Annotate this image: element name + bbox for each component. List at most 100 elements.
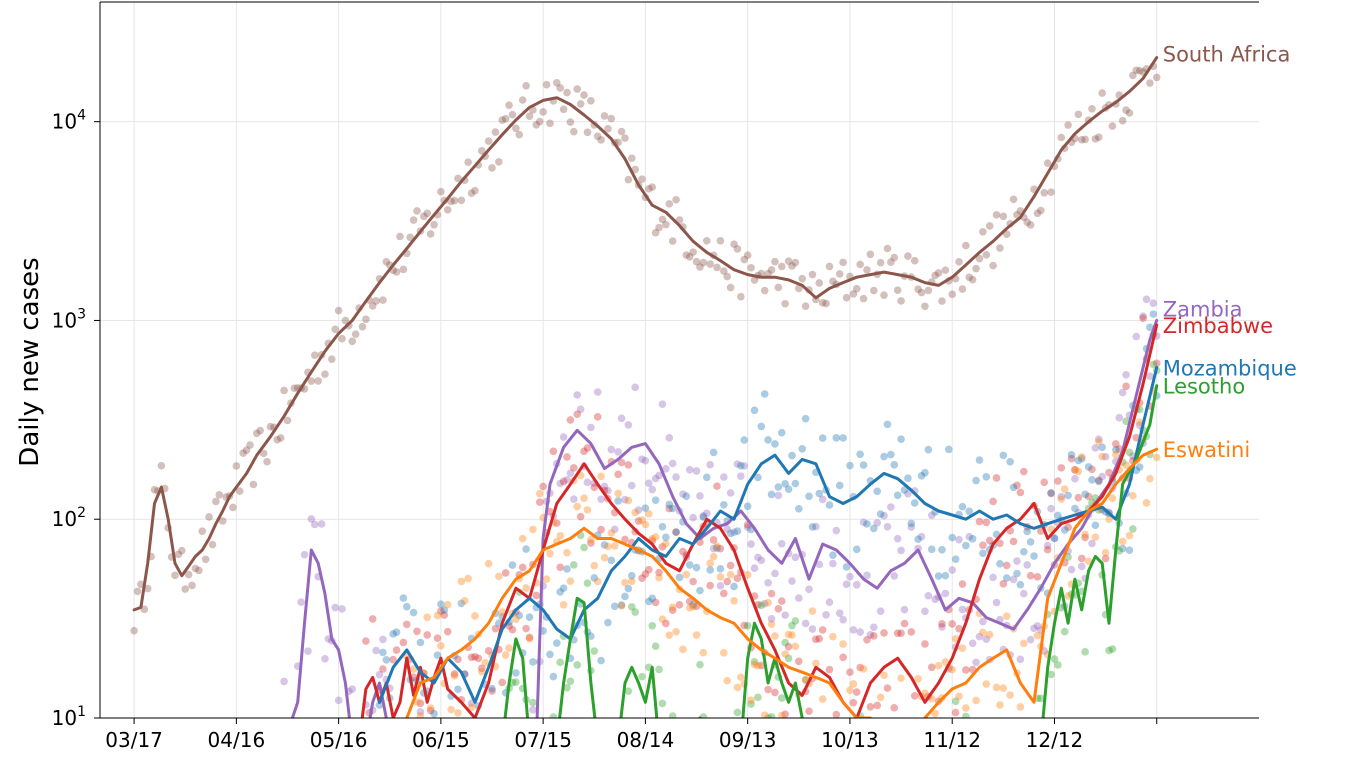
data-point [685, 252, 694, 261]
data-point [706, 566, 714, 574]
data-point [740, 462, 749, 470]
data-point [730, 597, 738, 605]
data-point [931, 271, 939, 280]
data-point [621, 592, 629, 601]
data-point [750, 660, 759, 669]
data-point [570, 561, 578, 569]
data-point [856, 663, 864, 672]
data-point [856, 260, 864, 269]
data-point [1135, 463, 1144, 471]
data-point [689, 577, 697, 586]
data-point [941, 589, 950, 598]
data-point [501, 114, 510, 123]
data-point [399, 594, 408, 602]
data-point [600, 541, 609, 549]
data-point [788, 621, 796, 630]
data-point [235, 487, 244, 495]
data-point [1002, 612, 1011, 621]
data-point [726, 529, 735, 538]
data-point [297, 598, 305, 606]
data-point [927, 511, 936, 520]
data-point [529, 698, 537, 707]
data-point [389, 655, 397, 664]
data-point [505, 101, 513, 109]
x-tick-label: 11/12 [923, 728, 981, 752]
data-point [447, 705, 455, 714]
data-point [1146, 372, 1154, 381]
data-point [992, 683, 1001, 692]
data-point [699, 258, 708, 267]
data-point [624, 175, 633, 184]
data-point [1132, 332, 1141, 341]
data-point [1094, 133, 1103, 142]
scatter-layer [130, 62, 1161, 718]
data-point [433, 611, 442, 620]
data-point [587, 539, 595, 547]
data-point [641, 456, 650, 465]
data-point [607, 114, 616, 123]
data-point [897, 674, 905, 682]
data-point [866, 631, 875, 639]
data-point [1084, 557, 1093, 566]
data-point [985, 536, 994, 545]
data-point [743, 502, 752, 511]
data-point [1098, 472, 1106, 481]
data-point [300, 550, 309, 559]
data-point [999, 451, 1008, 460]
data-point [597, 472, 605, 481]
data-point [508, 625, 517, 634]
data-point [593, 132, 602, 141]
data-point [556, 84, 564, 92]
data-point [835, 270, 844, 278]
data-point [870, 623, 878, 632]
data-point [757, 661, 766, 670]
data-point [893, 286, 902, 295]
data-point [825, 665, 834, 674]
data-point [617, 601, 626, 609]
data-point [1016, 580, 1025, 589]
data-point [239, 449, 247, 457]
data-point [1122, 461, 1130, 469]
data-point [938, 297, 946, 305]
data-point [655, 223, 663, 232]
data-point [709, 536, 718, 544]
data-point [1060, 627, 1069, 636]
data-point [771, 569, 779, 578]
line-layer [132, 56, 1159, 718]
data-point [825, 501, 834, 509]
data-point [999, 212, 1008, 221]
data-point [743, 523, 752, 532]
data-point [825, 598, 834, 607]
data-point [140, 605, 149, 614]
data-point [645, 509, 653, 518]
data-point [941, 571, 950, 580]
data-point [1098, 89, 1106, 97]
data-point [477, 147, 486, 155]
data-point [638, 574, 646, 582]
data-point [1149, 360, 1158, 369]
data-point [597, 525, 605, 534]
data-point [1043, 159, 1052, 167]
data-point [590, 561, 599, 570]
data-point [133, 587, 142, 596]
data-point [852, 688, 861, 696]
data-point [757, 601, 766, 610]
data-point [1033, 573, 1042, 581]
data-point [931, 709, 939, 718]
data-point [604, 486, 612, 495]
data-point [662, 465, 670, 473]
data-point [938, 545, 946, 554]
data-point [1112, 446, 1120, 454]
data-point [777, 428, 786, 437]
series-label-zimbabwe: Zimbabwe [1163, 314, 1273, 338]
data-point [433, 651, 442, 659]
data-point [668, 712, 677, 718]
data-point [689, 602, 697, 611]
data-point [992, 211, 1001, 219]
data-point [863, 520, 871, 528]
data-point [818, 299, 827, 307]
data-point [706, 460, 714, 469]
data-point [437, 607, 445, 615]
data-point [174, 550, 183, 559]
data-point [696, 660, 704, 669]
